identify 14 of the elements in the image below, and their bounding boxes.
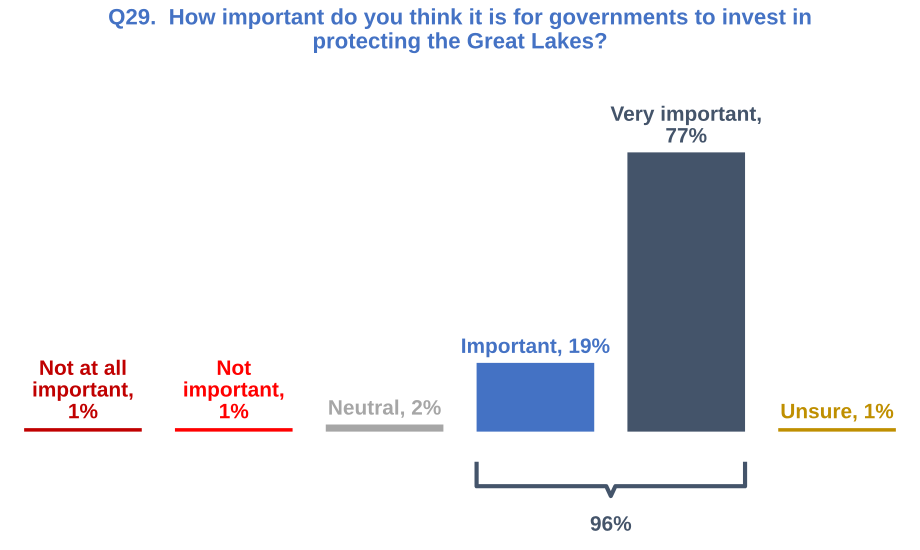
data-label: Not important, 1% (184, 360, 284, 418)
bar (326, 424, 444, 432)
data-label: Not at all important, 1% (33, 360, 132, 418)
text: 96% (590, 516, 632, 531)
bar (24, 428, 142, 432)
bar (174, 428, 293, 432)
bar (627, 152, 746, 432)
bar (476, 362, 594, 432)
data-label: Unsure, 1% (782, 404, 894, 422)
bar (778, 428, 896, 432)
data-label: Important, 19% (462, 338, 610, 358)
data-label: Very important, 77% (610, 106, 761, 143)
data-label: Neutral, 2% (329, 399, 441, 418)
chart-title: Q29. How important do you think it is for governments to invest in protecting the Great Lakes? (109, 8, 811, 54)
